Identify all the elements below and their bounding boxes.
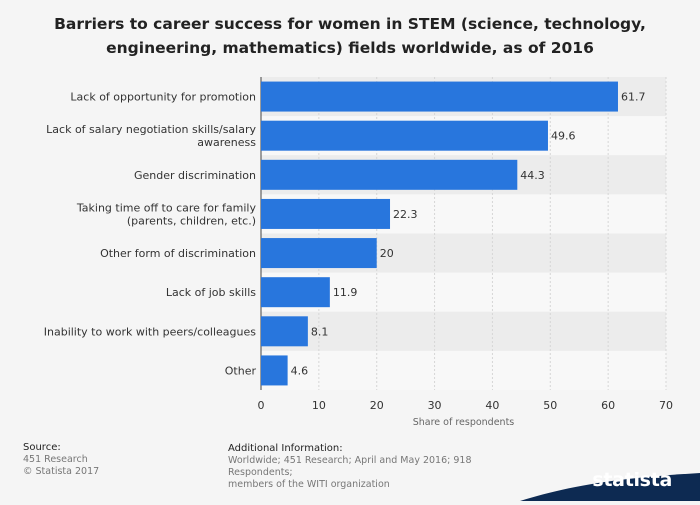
chart-title-line-2: engineering, mathematics) fields worldwi… [106,39,594,57]
value-label: 61.7 [621,91,646,104]
additional-info-line-2: members of the WITI organization [228,479,390,490]
category-label: Gender discrimination [134,169,256,182]
copyright-line: © Statista 2017 [23,466,100,477]
additional-info-block: Additional Information: Worldwide; 451 R… [228,443,528,491]
category-label: Lack of opportunity for promotion [70,91,256,104]
statista-logo: statista [520,461,700,501]
bar [261,81,618,112]
category-label: awareness [197,136,256,149]
logo-swoosh [520,473,700,501]
value-label: 4.6 [291,364,309,377]
category-label: Lack of salary negotiation skills/salary [46,123,256,136]
value-label: 11.9 [333,286,358,299]
statista-logo-shape [520,473,700,501]
chart-title: Barriers to career success for women in … [30,12,670,60]
statista-wordmark: statista [592,469,672,491]
value-label: 44.3 [520,169,545,182]
source-block: Source: 451 Research © Statista 2017 [23,442,99,478]
category-label: Lack of job skills [166,286,256,299]
bar [261,159,518,190]
category-label: Inability to work with peers/colleagues [44,325,257,338]
bar [261,355,288,386]
row-band [261,350,666,390]
category-label: Taking time off to care for family [76,201,257,214]
x-tick-label: 70 [659,399,673,412]
x-axis-title: Share of respondents [413,417,515,428]
x-tick-label: 60 [601,399,615,412]
x-tick-label: 40 [485,399,499,412]
source-heading: Source: [23,442,61,453]
x-tick-label: 50 [543,399,557,412]
chart-title-line-1: Barriers to career success for women in … [54,15,646,33]
x-tick-label: 20 [370,399,384,412]
category-label: Other [225,364,257,377]
value-label: 20 [380,247,394,260]
value-label: 49.6 [551,130,576,143]
additional-info-heading: Additional Information: [228,443,343,454]
source-line: 451 Research [23,454,88,465]
row-band [261,311,666,351]
bar [261,198,391,229]
additional-info-line-1: Worldwide; 451 Research; April and May 2… [228,455,472,478]
value-label: 8.1 [311,325,329,338]
x-tick-label: 10 [312,399,326,412]
bar [261,238,377,269]
category-label: (parents, children, etc.) [127,214,256,227]
bar [261,120,548,151]
category-label: Other form of discrimination [100,247,256,260]
x-tick-label: 0 [258,399,265,412]
bar [261,277,330,308]
x-tick-label: 30 [428,399,442,412]
value-label: 22.3 [393,208,418,221]
bar [261,316,308,347]
